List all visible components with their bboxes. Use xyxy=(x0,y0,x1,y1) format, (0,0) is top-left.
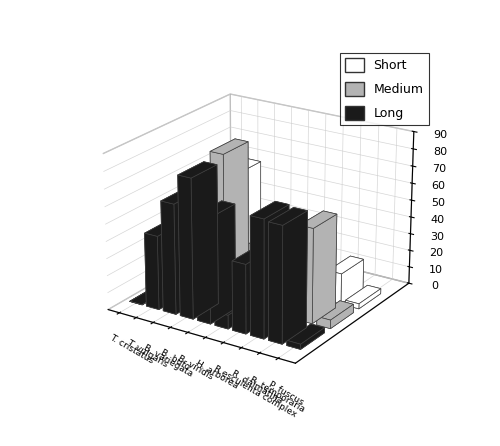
Legend: Short, Medium, Long: Short, Medium, Long xyxy=(340,53,428,125)
